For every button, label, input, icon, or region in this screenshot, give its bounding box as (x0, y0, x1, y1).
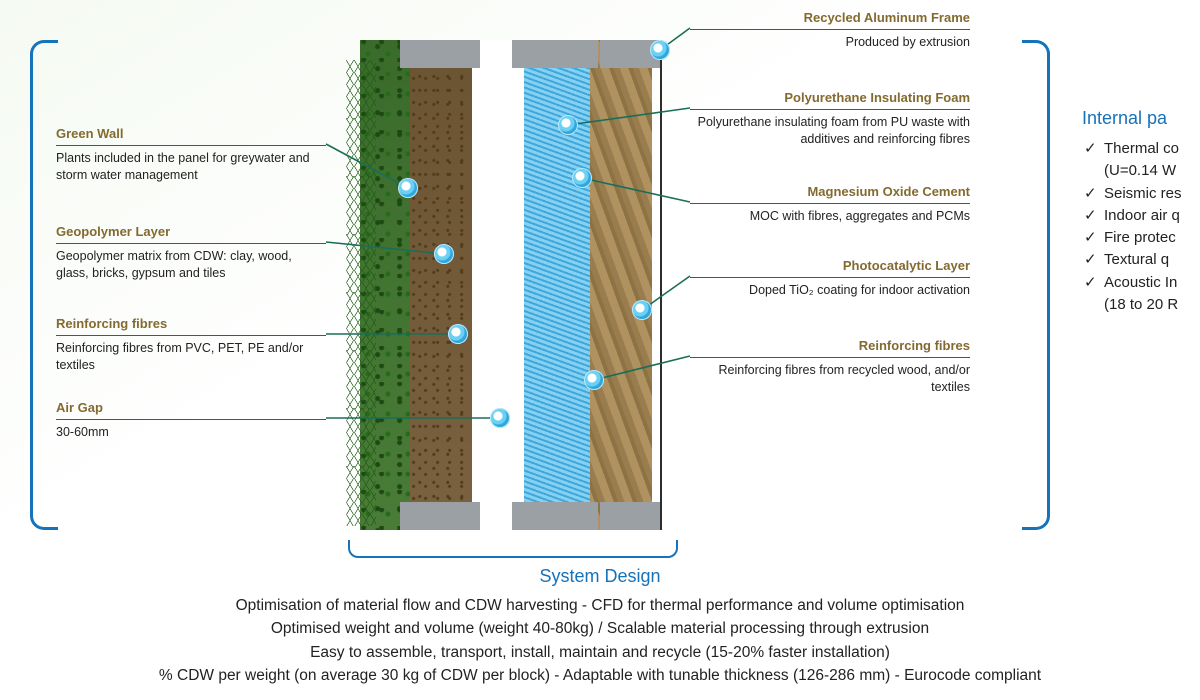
callout-title: Recycled Aluminum Frame (690, 10, 970, 30)
callout-right-3: Photocatalytic LayerDoped TiO₂ coating f… (690, 258, 970, 299)
system-design-line: Optimised weight and volume (weight 40-8… (0, 617, 1200, 640)
callout-title: Photocatalytic Layer (690, 258, 970, 278)
callout-desc: Plants included in the panel for greywat… (56, 146, 326, 184)
callout-marker (572, 168, 592, 188)
callout-desc: 30-60mm (56, 420, 326, 441)
callout-marker (490, 408, 510, 428)
callout-marker (558, 115, 578, 135)
callout-title: Air Gap (56, 400, 326, 420)
system-design-line: Easy to assemble, transport, install, ma… (0, 641, 1200, 664)
left-bracket (30, 40, 58, 530)
callout-right-1: Polyurethane Insulating FoamPolyurethane… (690, 90, 970, 148)
layer-moc-cement (590, 40, 652, 530)
callout-title: Geopolymer Layer (56, 224, 326, 244)
callout-desc: MOC with fibres, aggregates and PCMs (690, 204, 970, 225)
system-design-line: % CDW per weight (on average 30 kg of CD… (0, 664, 1200, 687)
internal-panel-item: Seismic res (1082, 184, 1200, 204)
callout-marker (448, 324, 468, 344)
layer-geopolymer (410, 40, 472, 530)
internal-panel-item: Textural q (1082, 250, 1200, 270)
system-design-title: System Design (0, 566, 1200, 587)
callout-marker (650, 40, 670, 60)
callout-desc: Reinforcing fibres from recycled wood, a… (690, 358, 970, 396)
internal-panel-item: Fire protec (1082, 228, 1200, 248)
callout-title: Reinforcing fibres (56, 316, 326, 336)
callout-title: Green Wall (56, 126, 326, 146)
internal-panel-item: Indoor air q (1082, 206, 1200, 226)
system-design-body: Optimisation of material flow and CDW ha… (0, 594, 1200, 687)
callout-left-1: Geopolymer LayerGeopolymer matrix from C… (56, 224, 326, 282)
callout-marker (632, 300, 652, 320)
callout-title: Magnesium Oxide Cement (690, 184, 970, 204)
internal-panel-item: Thermal co (1082, 139, 1200, 159)
internal-panel-item: (U=0.14 W (1082, 161, 1200, 181)
callout-desc: Doped TiO₂ coating for indoor activation (690, 278, 970, 299)
callout-left-0: Green WallPlants included in the panel f… (56, 126, 326, 184)
callout-right-4: Reinforcing fibresReinforcing fibres fro… (690, 338, 970, 396)
system-design-line: Optimisation of material flow and CDW ha… (0, 594, 1200, 617)
layer-air-gap (472, 40, 524, 530)
internal-panel-item: Acoustic In (1082, 273, 1200, 293)
internal-panel-cutoff: Internal pa Thermal co(U=0.14 W Seismic r… (1082, 108, 1200, 317)
callout-title: Reinforcing fibres (690, 338, 970, 358)
right-bracket (1022, 40, 1050, 530)
panel-cross-section (360, 40, 670, 530)
bottom-brace (348, 540, 678, 558)
callout-desc: Reinforcing fibres from PVC, PET, PE and… (56, 336, 326, 374)
internal-panel-title: Internal pa (1082, 108, 1200, 129)
layer-pu-foam (524, 40, 590, 530)
callout-desc: Polyurethane insulating foam from PU was… (690, 110, 970, 148)
callout-marker (434, 244, 454, 264)
callout-right-0: Recycled Aluminum FrameProduced by extru… (690, 10, 970, 51)
callout-left-3: Air Gap30-60mm (56, 400, 326, 441)
callout-desc: Produced by extrusion (690, 30, 970, 51)
callout-marker (584, 370, 604, 390)
callout-desc: Geopolymer matrix from CDW: clay, wood, … (56, 244, 326, 282)
callout-marker (398, 178, 418, 198)
callout-title: Polyurethane Insulating Foam (690, 90, 970, 110)
callout-left-2: Reinforcing fibresReinforcing fibres fro… (56, 316, 326, 374)
internal-panel-item: (18 to 20 R (1082, 295, 1200, 315)
callout-right-2: Magnesium Oxide CementMOC with fibres, a… (690, 184, 970, 225)
